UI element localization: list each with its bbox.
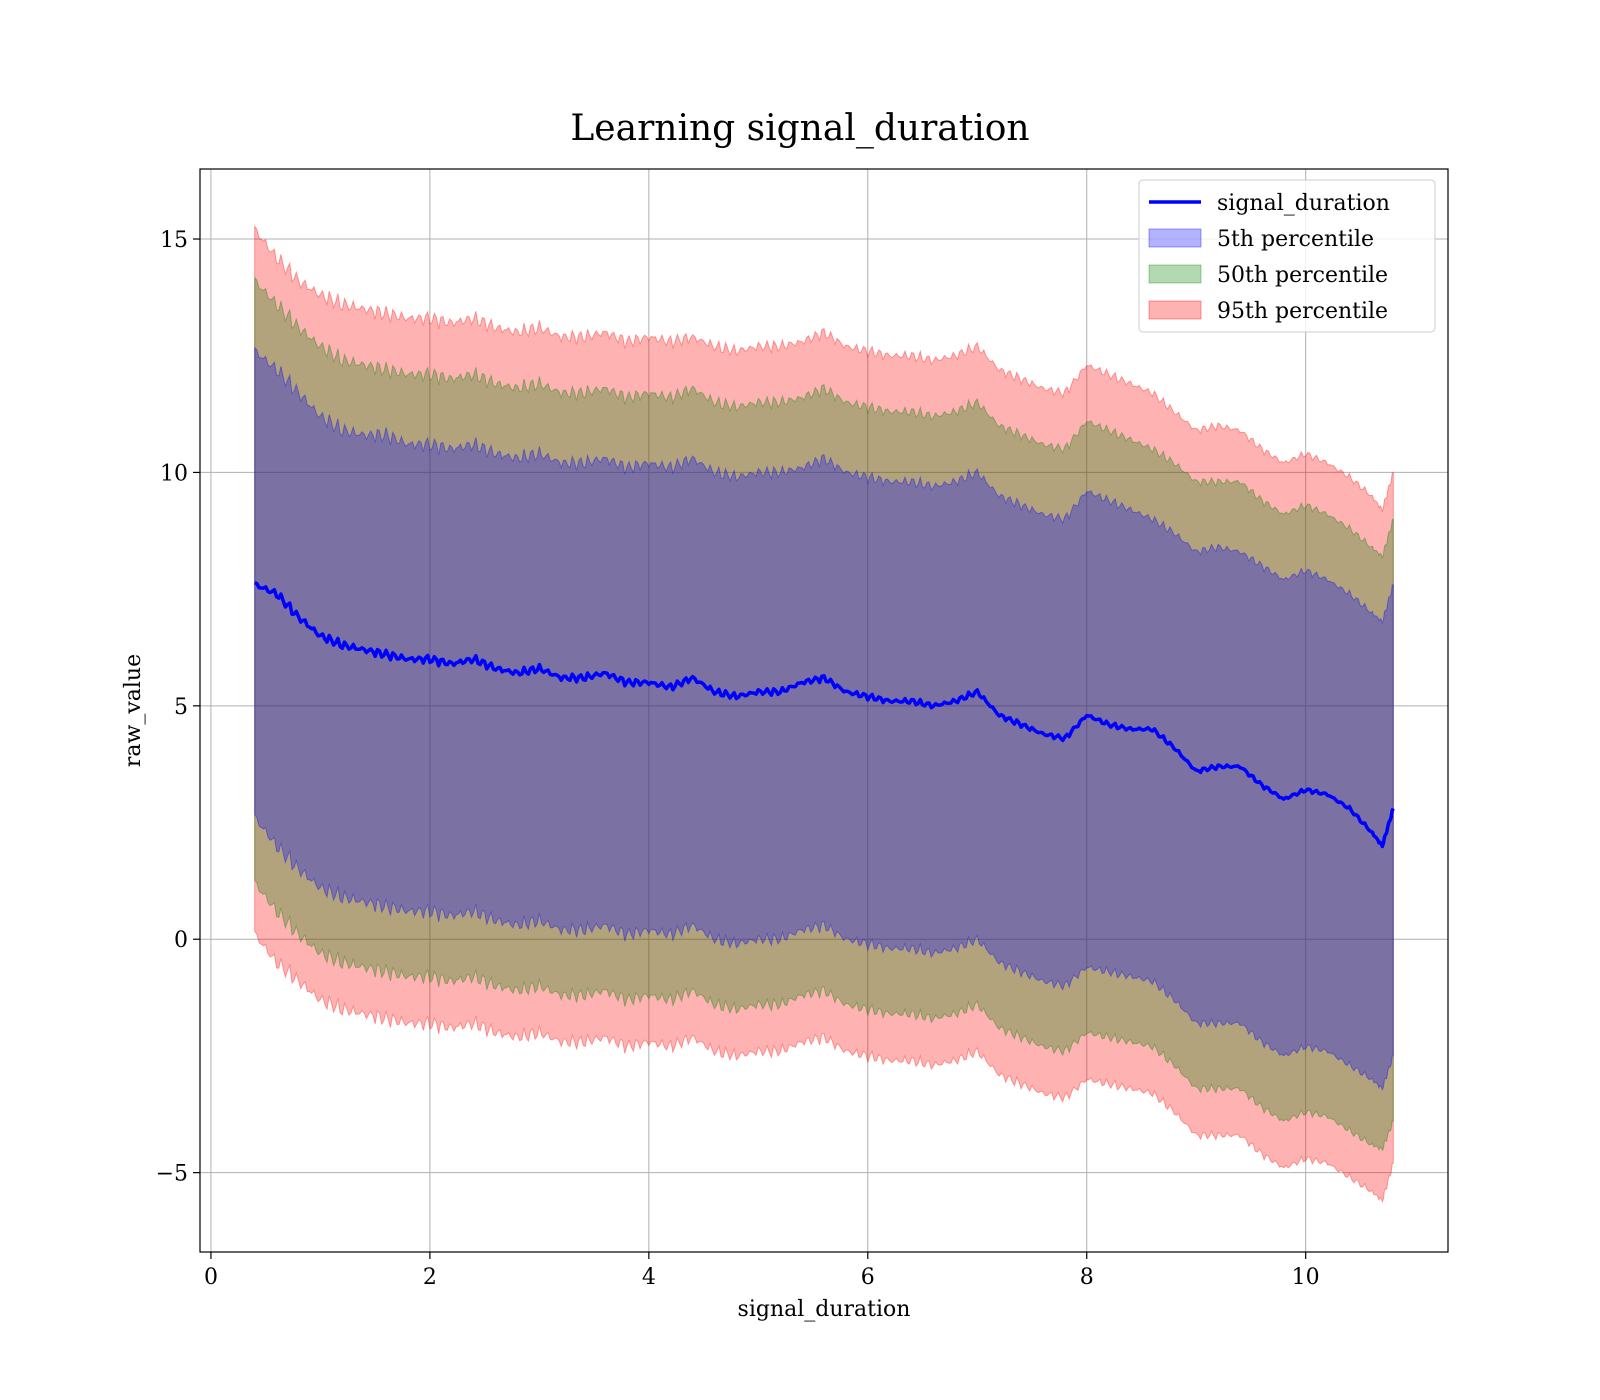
percentile-bands	[254, 224, 1394, 1204]
band-95th	[254, 224, 1394, 1204]
y-tick-label: 5	[174, 695, 188, 720]
legend-band-swatch	[1148, 228, 1202, 248]
legend-label: signal_duration	[1217, 191, 1390, 216]
axis-ticks: 0 2 4 6 8 10 −5 0 5 10 15	[156, 228, 1320, 1290]
y-axis-label: raw_value	[121, 654, 146, 767]
legend-label: 50th percentile	[1217, 263, 1388, 288]
plot-frame	[199, 168, 1449, 1253]
x-axis-label: signal_duration	[738, 1297, 911, 1322]
x-tick-label: 0	[204, 1265, 218, 1290]
legend-box	[1138, 179, 1436, 333]
chart-title: Learning signal_duration	[570, 108, 1029, 149]
legend-label: 5th percentile	[1217, 227, 1374, 252]
legend-band-swatch	[1148, 264, 1202, 284]
band-5th	[254, 346, 1394, 1092]
line-signal-duration	[253, 581, 1395, 849]
y-tick-label: 10	[160, 461, 188, 486]
legend-label: 95th percentile	[1217, 299, 1388, 324]
legend-band-swatch	[1148, 300, 1202, 320]
band-50th	[254, 276, 1394, 1152]
line-series	[253, 581, 1395, 849]
y-tick-label: 15	[160, 228, 188, 253]
y-tick-label: 0	[174, 928, 188, 953]
x-tick-label: 2	[423, 1265, 437, 1290]
y-tick-label: −5	[156, 1162, 188, 1187]
x-tick-label: 4	[642, 1265, 656, 1290]
legend: signal_duration 5th percentile 50th percen…	[1138, 179, 1436, 333]
x-tick-label: 8	[1080, 1265, 1094, 1290]
x-tick-label: 10	[1292, 1265, 1320, 1290]
x-tick-label: 6	[861, 1265, 875, 1290]
